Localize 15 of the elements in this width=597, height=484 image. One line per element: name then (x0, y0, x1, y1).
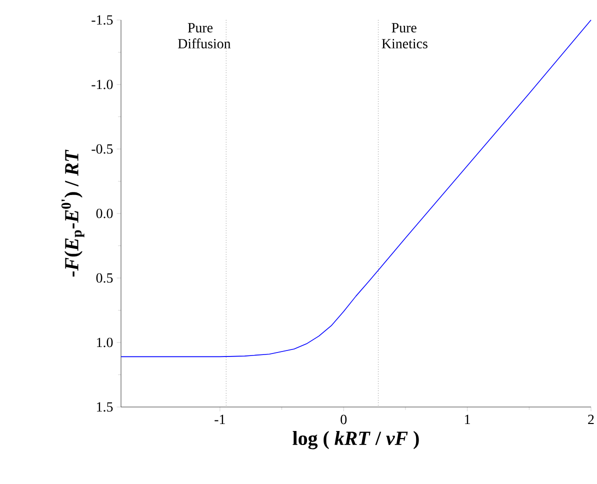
x-tick-label: -1 (214, 414, 225, 424)
y-tick-label: 0.5 (96, 273, 113, 283)
y-tick-label: 0.0 (96, 208, 113, 218)
ref-line-label: Pure Diffusion (178, 23, 231, 48)
text: -F(E$_{p}$-E$^{0'}$) / RT (61, 150, 84, 277)
y-tick-label: -0.5 (92, 144, 113, 154)
y-tick-label: -1.0 (92, 80, 113, 90)
y-tick-label: -1.5 (92, 15, 113, 25)
x-tick-label: 0 (340, 414, 347, 424)
y-tick-label: 1.0 (97, 338, 113, 348)
ref-line-label: Pure Kinetics (382, 23, 428, 48)
x-tick-label: 1 (465, 414, 470, 424)
x-tick-label: 2 (588, 414, 594, 424)
x-axis-title: log ( kRT / vF ) (292, 431, 419, 450)
y-tick-label: 1.5 (97, 402, 113, 412)
